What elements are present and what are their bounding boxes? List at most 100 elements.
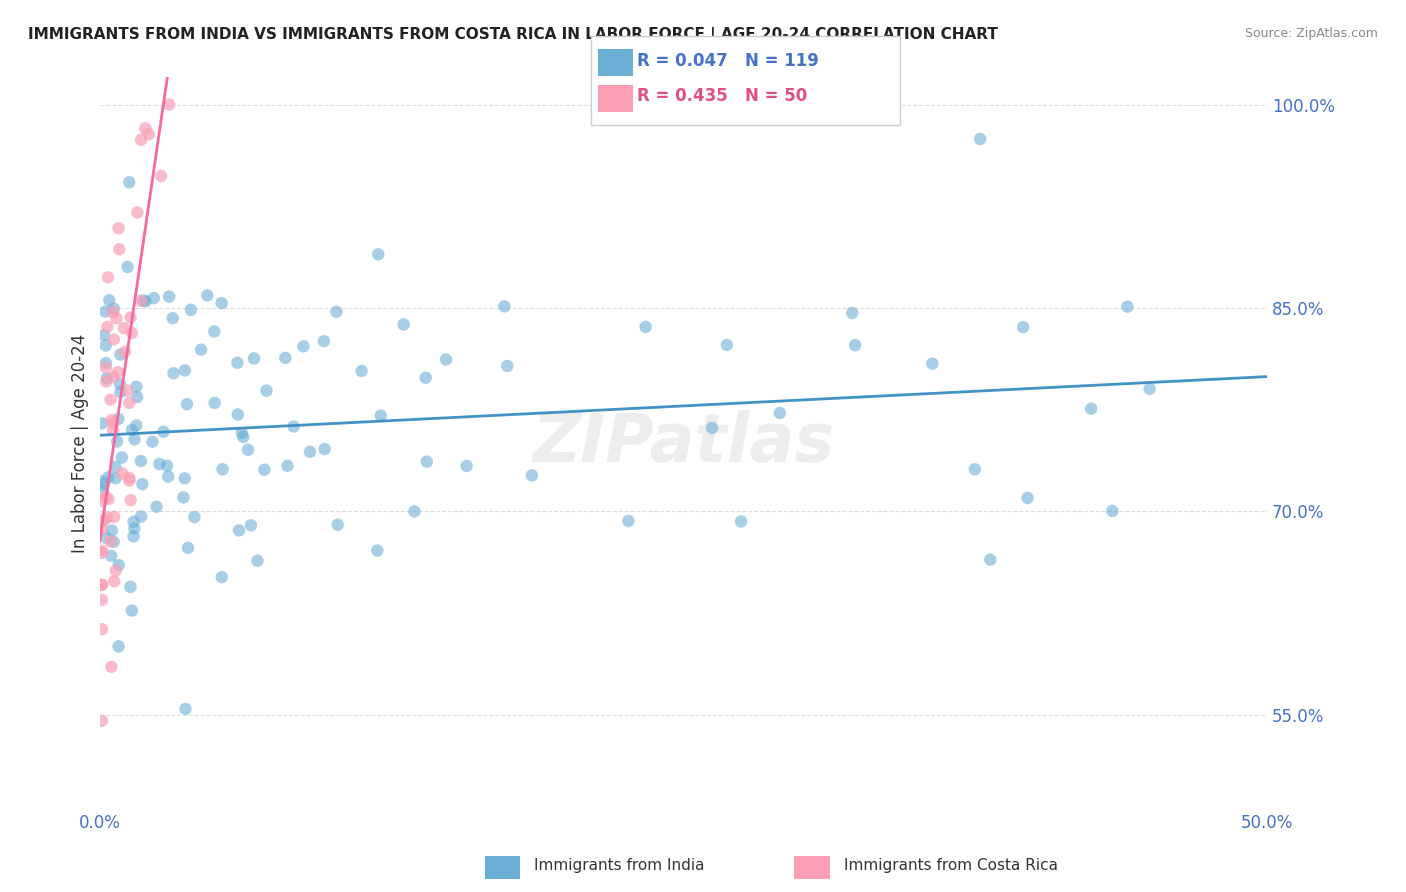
Point: [314, 442, 336, 456]
Point: [121, 326, 143, 340]
Text: R = 0.435   N = 50: R = 0.435 N = 50: [637, 87, 807, 105]
Point: [298, 445, 321, 459]
Point: [180, 302, 202, 317]
Y-axis label: In Labor Force | Age 20-24: In Labor Force | Age 20-24: [72, 334, 89, 553]
Point: [177, 541, 200, 555]
Point: [124, 522, 146, 536]
Point: [110, 385, 132, 400]
Point: [91, 578, 114, 592]
Point: [404, 504, 426, 518]
Point: [94, 356, 117, 370]
Point: [97, 470, 120, 484]
Point: [118, 471, 141, 485]
Point: [101, 524, 124, 538]
Point: [124, 433, 146, 447]
Point: [211, 462, 233, 476]
Point: [120, 493, 142, 508]
Point: [416, 455, 439, 469]
Point: [121, 603, 143, 617]
Point: [963, 462, 986, 476]
Point: [96, 510, 118, 524]
Point: [392, 318, 415, 332]
Point: [94, 304, 117, 318]
Point: [100, 392, 122, 407]
Point: [107, 558, 129, 572]
Point: [125, 418, 148, 433]
Point: [921, 357, 943, 371]
Point: [114, 344, 136, 359]
Point: [292, 339, 315, 353]
Point: [131, 477, 153, 491]
Point: [135, 294, 157, 309]
Point: [1101, 504, 1123, 518]
Point: [118, 474, 141, 488]
Point: [157, 290, 180, 304]
Point: [100, 549, 122, 563]
Point: [494, 299, 516, 313]
Point: [1080, 401, 1102, 416]
Point: [366, 543, 388, 558]
Point: [96, 531, 118, 545]
Text: ZIPatlas: ZIPatlas: [533, 410, 834, 476]
Point: [326, 517, 349, 532]
Point: [226, 356, 249, 370]
Point: [91, 546, 114, 560]
Point: [195, 288, 218, 302]
Point: [150, 169, 173, 183]
Point: [117, 260, 139, 274]
Point: [100, 413, 122, 427]
Point: [969, 132, 991, 146]
Point: [700, 421, 723, 435]
Point: [232, 430, 254, 444]
Point: [120, 580, 142, 594]
Point: [617, 514, 640, 528]
Point: [93, 477, 115, 491]
Point: [94, 360, 117, 375]
Point: [101, 305, 124, 319]
Point: [142, 291, 165, 305]
Point: [110, 347, 132, 361]
Text: Immigrants from India: Immigrants from India: [534, 858, 704, 872]
Point: [173, 471, 195, 485]
Point: [103, 574, 125, 589]
Point: [274, 351, 297, 365]
Point: [226, 408, 249, 422]
Point: [91, 543, 114, 558]
Point: [841, 306, 863, 320]
Point: [91, 714, 114, 728]
Point: [520, 468, 543, 483]
Point: [283, 419, 305, 434]
Point: [129, 133, 152, 147]
Point: [634, 319, 657, 334]
Point: [91, 592, 114, 607]
Point: [96, 319, 118, 334]
Point: [100, 534, 122, 549]
Point: [243, 351, 266, 366]
Point: [103, 509, 125, 524]
Point: [204, 396, 226, 410]
Point: [108, 242, 131, 256]
Point: [120, 310, 142, 325]
Point: [253, 463, 276, 477]
Point: [91, 417, 114, 431]
Point: [103, 417, 125, 431]
Point: [122, 529, 145, 543]
Point: [350, 364, 373, 378]
Point: [240, 518, 263, 533]
Point: [97, 270, 120, 285]
Point: [91, 578, 114, 592]
Point: [115, 384, 138, 398]
Point: [325, 305, 347, 319]
Point: [91, 484, 114, 499]
Point: [129, 454, 152, 468]
Point: [174, 702, 197, 716]
Text: Immigrants from Costa Rica: Immigrants from Costa Rica: [844, 858, 1057, 872]
Point: [94, 490, 117, 504]
Point: [112, 321, 135, 335]
Point: [132, 293, 155, 308]
Point: [91, 494, 114, 508]
Text: IMMIGRANTS FROM INDIA VS IMMIGRANTS FROM COSTA RICA IN LABOR FORCE | AGE 20-24 C: IMMIGRANTS FROM INDIA VS IMMIGRANTS FROM…: [28, 27, 998, 43]
Point: [415, 370, 437, 384]
Point: [97, 491, 120, 506]
Point: [256, 384, 278, 398]
